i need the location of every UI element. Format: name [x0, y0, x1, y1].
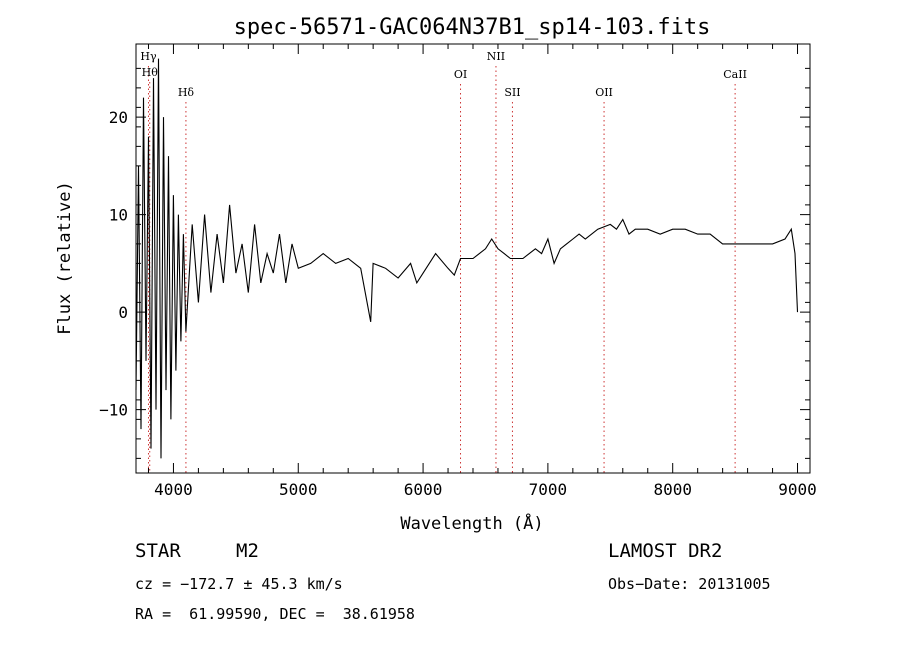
- line-marker-label-0: Hγ: [140, 50, 157, 63]
- axis-ticks: 4000 5000 6000 7000 8000 9000 −10 0 10 20: [99, 44, 817, 499]
- y-tick-label-2: 10: [109, 206, 128, 225]
- line-marker-label-5: SII: [504, 86, 520, 99]
- x-tick-label-5: 9000: [778, 480, 817, 499]
- x-tick-label-3: 7000: [529, 480, 568, 499]
- x-tick-label-2: 6000: [404, 480, 443, 499]
- emission-line-markers: Hγ Hθ Hδ OI NII SII OII CaII: [140, 50, 747, 473]
- line-marker-label-3: OI: [454, 68, 467, 81]
- object-type: STAR: [135, 540, 181, 562]
- redshift-velocity: cz = −172.7 ± 45.3 km/s: [135, 575, 343, 593]
- line-marker-label-4: NII: [487, 50, 505, 63]
- line-marker-label-1: Hθ: [142, 66, 159, 79]
- x-tick-label-4: 8000: [653, 480, 692, 499]
- object-subclass: M2: [236, 540, 259, 562]
- line-marker-label-7: CaII: [723, 68, 747, 81]
- y-tick-label-3: 20: [109, 108, 128, 127]
- x-tick-label-0: 4000: [154, 480, 193, 499]
- y-axis-label: Flux (relative): [55, 181, 75, 335]
- observation-date: Obs−Date: 20131005: [608, 575, 771, 593]
- y-tick-label-1: 0: [118, 303, 128, 322]
- coordinates: RA = 61.99590, DEC = 38.61958: [135, 605, 415, 623]
- line-marker-label-2: Hδ: [178, 86, 195, 99]
- y-tick-label-0: −10: [99, 401, 128, 420]
- x-axis-label: Wavelength (Å): [400, 512, 543, 534]
- chart-title: spec-56571-GAC064N37B1_sp14-103.fits: [234, 15, 711, 40]
- x-tick-label-1: 5000: [279, 480, 318, 499]
- survey-name: LAMOST DR2: [608, 540, 723, 562]
- line-marker-label-6: OII: [595, 86, 613, 99]
- spectrum-series-line: [135, 58, 799, 459]
